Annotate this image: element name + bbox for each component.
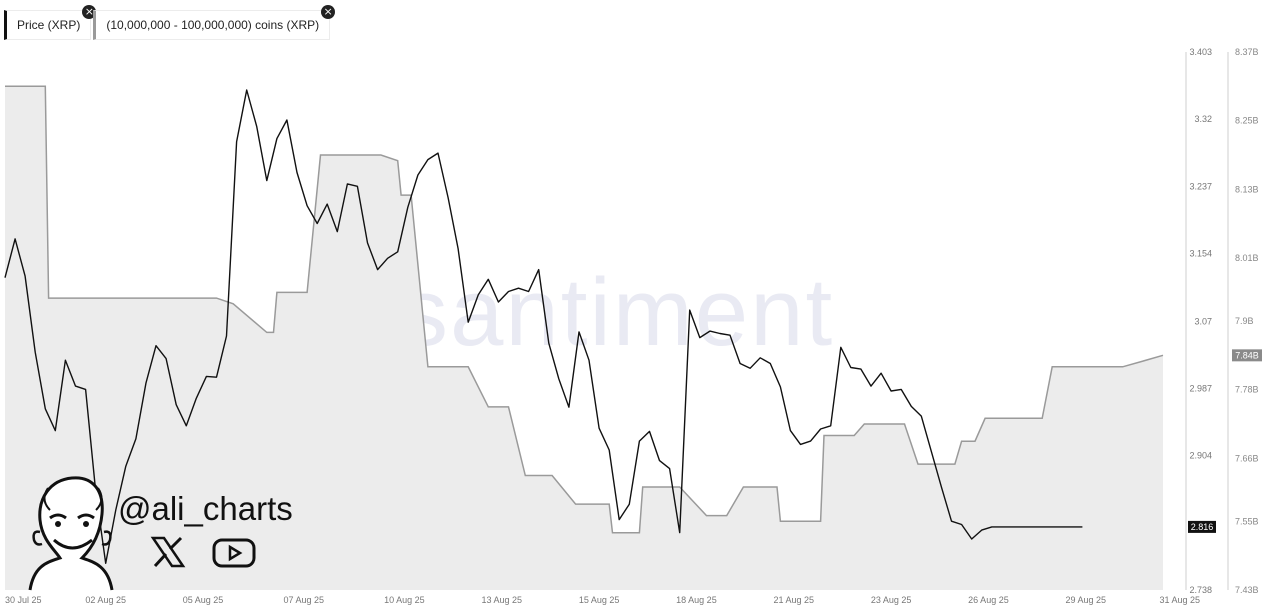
x-tick-label: 18 Aug 25 <box>676 595 717 605</box>
y-right-tick-label: 7.55B <box>1235 516 1259 526</box>
holders-current-badge <box>1232 349 1262 362</box>
author-handle: @ali_charts <box>118 490 293 527</box>
y-left-tick-label: 3.237 <box>1189 181 1212 191</box>
y-right-tick-label: 8.25B <box>1235 116 1259 126</box>
x-tick-label: 05 Aug 25 <box>183 595 224 605</box>
y-right-tick-label: 7.9B <box>1235 316 1254 326</box>
y-right-tick-label: 8.01B <box>1235 253 1259 263</box>
x-tick-label: 23 Aug 25 <box>871 595 912 605</box>
price-line <box>4 89 1083 564</box>
x-tick-label: 26 Aug 25 <box>968 595 1009 605</box>
y-right-tick-label: 8.13B <box>1235 184 1259 194</box>
legend-item-holders[interactable]: (10,000,000 - 100,000,000) coins (XRP) × <box>93 5 336 40</box>
close-icon[interactable]: × <box>82 5 97 19</box>
x-tick-label: 13 Aug 25 <box>481 595 522 605</box>
legend-item-price[interactable]: Price (XRP) × <box>4 5 97 40</box>
author-branding <box>20 470 310 595</box>
x-tick-label: 07 Aug 25 <box>283 595 324 605</box>
y-right-tick-label: 7.78B <box>1235 385 1259 395</box>
y-right-tick-label: 7.43B <box>1235 585 1259 595</box>
x-tick-label: 30 Jul 25 <box>5 595 42 605</box>
y-right-tick-label: 7.66B <box>1235 453 1259 463</box>
close-icon[interactable]: × <box>321 5 336 19</box>
price-series <box>4 89 1083 564</box>
avatar-caricature-icon <box>28 476 114 591</box>
y-left-tick-label: 2.738 <box>1189 585 1212 595</box>
x-tick-label: 10 Aug 25 <box>384 595 425 605</box>
chart-legend: Price (XRP) × (10,000,000 - 100,000,000)… <box>4 5 336 40</box>
holders-series <box>5 85 1164 591</box>
x-tick-label: 15 Aug 25 <box>579 595 620 605</box>
chart-axes: 30 Jul 25 02 Aug 25 05 Aug 25 07 Aug 25 10 A… <box>5 47 1262 605</box>
holders-current-label: 7.84B <box>1235 350 1259 360</box>
x-tick-label: 31 Aug 25 <box>1159 595 1200 605</box>
holders-area <box>5 86 1163 591</box>
y-left-tick-label: 3.403 <box>1189 47 1212 57</box>
x-tick-label: 21 Aug 25 <box>774 595 815 605</box>
legend-price-label: Price (XRP) <box>17 18 81 32</box>
legend-holders-label: (10,000,000 - 100,000,000) coins (XRP) <box>106 18 320 32</box>
y-left-tick-label: 3.07 <box>1194 316 1212 326</box>
y-left-tick-label: 2.987 <box>1189 384 1212 394</box>
youtube-icon[interactable] <box>212 537 256 569</box>
x-tick-label: 29 Aug 25 <box>1066 595 1107 605</box>
y-left-tick-label: 3.32 <box>1194 114 1212 124</box>
y-right-tick-label: 8.37B <box>1235 47 1259 57</box>
holders-line <box>5 85 1164 534</box>
price-current-badge <box>1188 520 1216 533</box>
price-current-label: 2.816 <box>1191 522 1214 532</box>
x-tick-label: 02 Aug 25 <box>85 595 126 605</box>
y-left-tick-label: 3.154 <box>1189 248 1212 258</box>
x-logo-icon[interactable] <box>150 536 186 568</box>
y-left-tick-label: 2.904 <box>1189 451 1212 461</box>
